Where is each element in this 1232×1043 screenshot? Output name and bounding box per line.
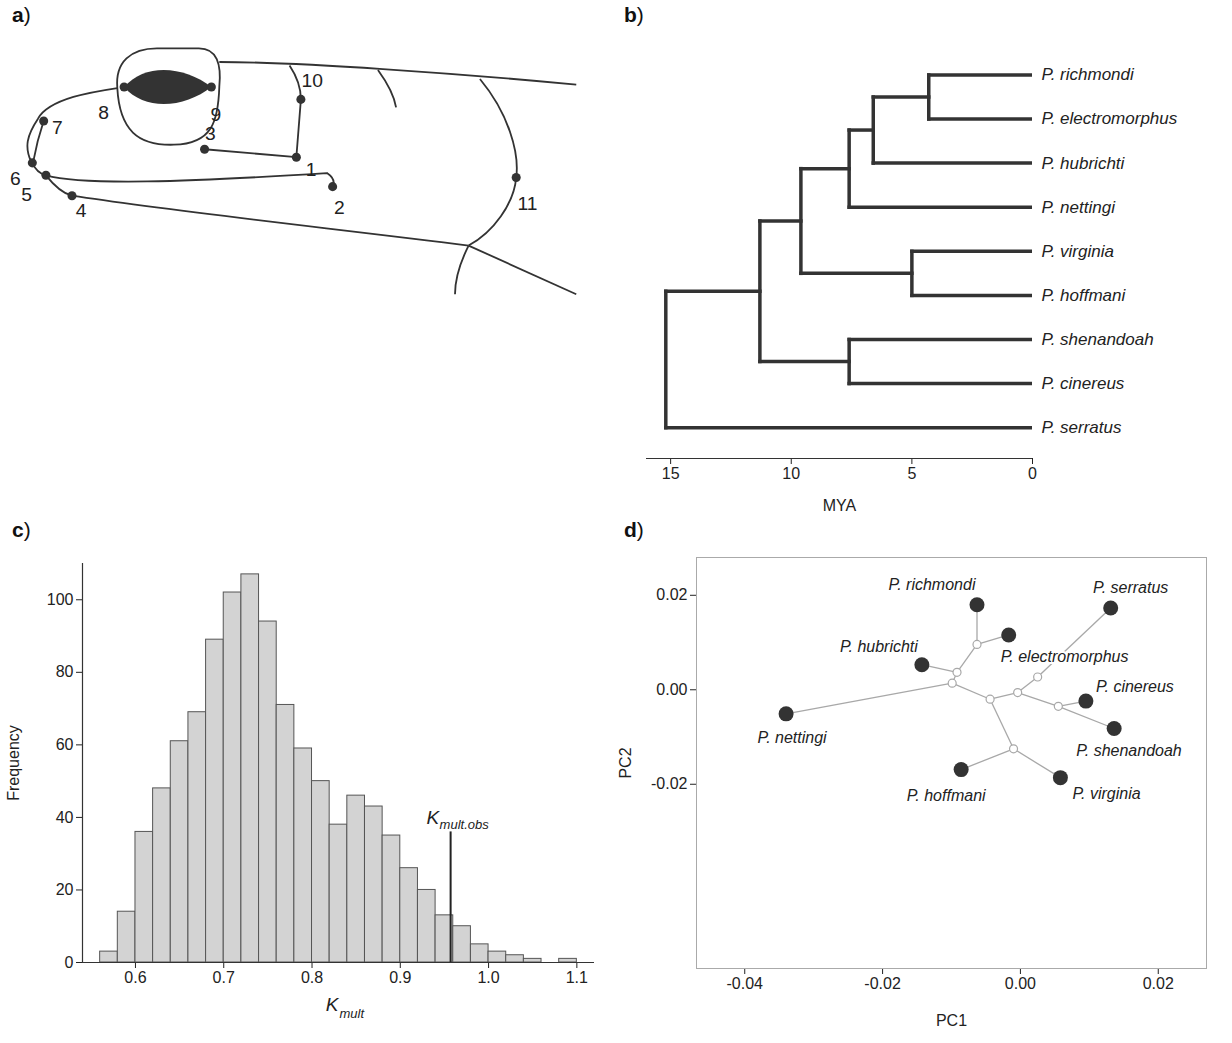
svg-text:80: 80 bbox=[56, 663, 74, 680]
svg-text:P. cinereus: P. cinereus bbox=[1042, 374, 1125, 393]
svg-text:10: 10 bbox=[782, 465, 800, 482]
svg-text:P. serratus: P. serratus bbox=[1093, 579, 1168, 596]
svg-text:60: 60 bbox=[56, 736, 74, 753]
svg-text:1.0: 1.0 bbox=[477, 969, 499, 986]
svg-text:0.8: 0.8 bbox=[301, 969, 323, 986]
svg-text:100: 100 bbox=[47, 591, 74, 608]
svg-text:P. hubrichti: P. hubrichti bbox=[1042, 154, 1126, 173]
svg-text:0: 0 bbox=[65, 954, 74, 971]
svg-text:Frequency: Frequency bbox=[5, 725, 22, 801]
html-text:d): d) bbox=[624, 518, 644, 541]
svg-text:P. hoffmani: P. hoffmani bbox=[907, 787, 986, 804]
svg-text:MYA: MYA bbox=[823, 497, 857, 514]
svg-text:mult.obs: mult.obs bbox=[440, 817, 490, 832]
svg-text:P. shenandoah: P. shenandoah bbox=[1042, 330, 1154, 349]
svg-text:P. nettingi: P. nettingi bbox=[758, 729, 828, 746]
svg-text:P. cinereus: P. cinereus bbox=[1096, 678, 1174, 695]
html-text:b): b) bbox=[624, 3, 644, 26]
svg-text:1.1: 1.1 bbox=[566, 969, 588, 986]
svg-text:0.9: 0.9 bbox=[389, 969, 411, 986]
svg-text:P. shenandoah: P. shenandoah bbox=[1076, 742, 1182, 759]
svg-text:P. hoffmani: P. hoffmani bbox=[1042, 286, 1127, 305]
svg-text:PC1: PC1 bbox=[936, 1012, 967, 1029]
svg-text:K: K bbox=[427, 807, 441, 828]
svg-text:P. richmondi: P. richmondi bbox=[1042, 65, 1136, 84]
svg-text:1: 1 bbox=[306, 159, 317, 180]
svg-text:0.00: 0.00 bbox=[1005, 975, 1036, 992]
svg-text:3: 3 bbox=[205, 123, 216, 144]
svg-text:P. nettingi: P. nettingi bbox=[1042, 198, 1117, 217]
svg-text:6: 6 bbox=[10, 168, 21, 189]
svg-text:0.7: 0.7 bbox=[213, 969, 235, 986]
svg-text:4: 4 bbox=[76, 200, 87, 221]
svg-text:P. electromorphus: P. electromorphus bbox=[1042, 109, 1178, 128]
svg-text:P. virginia: P. virginia bbox=[1072, 785, 1140, 802]
svg-text:-0.02: -0.02 bbox=[651, 775, 688, 792]
svg-text:0.02: 0.02 bbox=[656, 586, 687, 603]
svg-text:8: 8 bbox=[98, 102, 109, 123]
svg-text:0.02: 0.02 bbox=[1143, 975, 1174, 992]
svg-text:7: 7 bbox=[52, 117, 63, 138]
svg-text:P. hubrichti: P. hubrichti bbox=[840, 638, 918, 655]
svg-text:5: 5 bbox=[907, 465, 916, 482]
svg-text:9: 9 bbox=[211, 104, 222, 125]
svg-text:2: 2 bbox=[334, 197, 345, 218]
svg-text:P. electromorphus: P. electromorphus bbox=[1001, 648, 1129, 665]
svg-text:P. serratus: P. serratus bbox=[1042, 418, 1123, 437]
svg-text:0.6: 0.6 bbox=[124, 969, 146, 986]
svg-text:P. richmondi: P. richmondi bbox=[889, 576, 976, 593]
svg-text:10: 10 bbox=[302, 70, 323, 91]
svg-text:-0.02: -0.02 bbox=[864, 975, 901, 992]
svg-text:0.00: 0.00 bbox=[656, 681, 687, 698]
html-text:a): a) bbox=[12, 3, 31, 26]
svg-text:0: 0 bbox=[1028, 465, 1037, 482]
svg-text:40: 40 bbox=[56, 809, 74, 826]
svg-text:P. virginia: P. virginia bbox=[1042, 242, 1114, 261]
svg-text:15: 15 bbox=[662, 465, 680, 482]
html-text:c): c) bbox=[12, 518, 31, 541]
svg-text:mult: mult bbox=[340, 1006, 366, 1021]
svg-text:20: 20 bbox=[56, 881, 74, 898]
svg-text:K: K bbox=[326, 994, 340, 1015]
svg-text:PC2: PC2 bbox=[617, 747, 634, 778]
svg-text:11: 11 bbox=[518, 193, 538, 214]
svg-text:-0.04: -0.04 bbox=[727, 975, 764, 992]
svg-text:5: 5 bbox=[21, 184, 32, 205]
